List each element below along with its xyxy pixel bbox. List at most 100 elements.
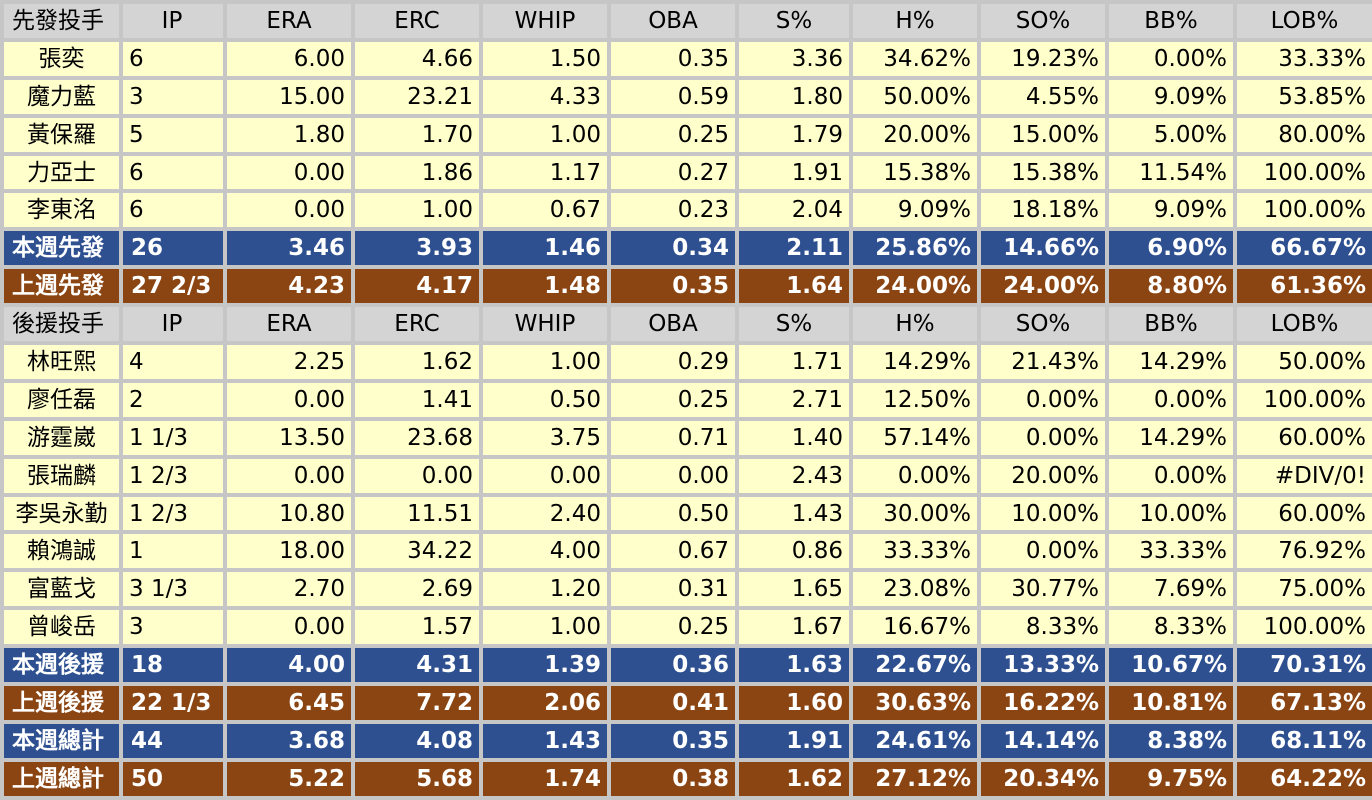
- cell-era: 0.00: [227, 193, 351, 228]
- cell-ip: 50: [123, 761, 223, 796]
- cell-h-pct: 12.50%: [853, 382, 977, 417]
- cell-h-pct: 9.09%: [853, 193, 977, 228]
- cell-era: 5.22: [227, 761, 351, 796]
- cell-s-pct: 0.86: [739, 534, 849, 569]
- cell-erc: 4.66: [355, 41, 479, 76]
- pitcher-name: 上週總計: [4, 761, 119, 796]
- cell-erc: 4.17: [355, 269, 479, 304]
- cell-so-pct: 20.34%: [981, 761, 1105, 796]
- cell-s-pct: 1.63: [739, 648, 849, 683]
- reliever-row: 富藍戈 3 1/3 2.70 2.69 1.20 0.31 1.65 23.08% 30.77%…: [4, 572, 1372, 607]
- column-header-whip: WHIP: [483, 307, 607, 342]
- cell-oba: 0.35: [611, 269, 735, 304]
- totals-last-week-row: 上週總計 50 5.22 5.68 1.74 0.38 1.62 27.12% 20.34% 9.…: [4, 761, 1372, 796]
- cell-s-pct: 1.64: [739, 269, 849, 304]
- cell-erc: 11.51: [355, 496, 479, 531]
- cell-bb-pct: 10.67%: [1109, 648, 1233, 683]
- cell-s-pct: 1.80: [739, 79, 849, 114]
- relievers-header-row: 後援投手 IP ERA ERC WHIP OBA S% H% SO% BB% LOB%: [4, 307, 1372, 342]
- cell-h-pct: 25.86%: [853, 231, 977, 266]
- column-header-erc: ERC: [355, 307, 479, 342]
- cell-s-pct: 1.71: [739, 345, 849, 379]
- cell-bb-pct: 33.33%: [1109, 534, 1233, 569]
- cell-lob-pct: 70.31%: [1237, 648, 1372, 683]
- cell-oba: 0.23: [611, 193, 735, 228]
- cell-era: 18.00: [227, 534, 351, 569]
- cell-so-pct: 21.43%: [981, 345, 1105, 379]
- cell-ip: 2: [123, 382, 223, 417]
- cell-whip: 1.00: [483, 117, 607, 152]
- cell-lob-pct: 80.00%: [1237, 117, 1372, 152]
- pitcher-name: 黃保羅: [4, 117, 119, 152]
- cell-erc: 34.22: [355, 534, 479, 569]
- cell-lob-pct: 60.00%: [1237, 420, 1372, 455]
- cell-lob-pct: 64.22%: [1237, 761, 1372, 796]
- cell-oba: 0.67: [611, 534, 735, 569]
- cell-ip: 22 1/3: [123, 686, 223, 720]
- cell-s-pct: 1.91: [739, 155, 849, 190]
- pitcher-name: 廖任磊: [4, 382, 119, 417]
- cell-oba: 0.31: [611, 572, 735, 607]
- pitcher-name: 游霆崴: [4, 420, 119, 455]
- cell-lob-pct: 100.00%: [1237, 382, 1372, 417]
- pitcher-name: 張瑞麟: [4, 458, 119, 493]
- cell-lob-pct: #DIV/0!: [1237, 458, 1372, 493]
- cell-s-pct: 3.36: [739, 41, 849, 76]
- cell-era: 10.80: [227, 496, 351, 531]
- cell-so-pct: 10.00%: [981, 496, 1105, 531]
- cell-oba: 0.34: [611, 231, 735, 266]
- cell-h-pct: 20.00%: [853, 117, 977, 152]
- cell-whip: 1.17: [483, 155, 607, 190]
- starters-this-week-row: 本週先發 26 3.46 3.93 1.46 0.34 2.11 25.86% 14.66% 6.…: [4, 231, 1372, 266]
- cell-h-pct: 33.33%: [853, 534, 977, 569]
- cell-era: 0.00: [227, 610, 351, 645]
- reliever-row: 李吳永勤 1 2/3 10.80 11.51 2.40 0.50 1.43 30.00% 10.…: [4, 496, 1372, 531]
- cell-h-pct: 30.63%: [853, 686, 977, 720]
- cell-s-pct: 1.91: [739, 723, 849, 758]
- cell-erc: 7.72: [355, 686, 479, 720]
- cell-ip: 1 1/3: [123, 420, 223, 455]
- pitcher-name: 李東洺: [4, 193, 119, 228]
- cell-so-pct: 15.38%: [981, 155, 1105, 190]
- cell-oba: 0.25: [611, 610, 735, 645]
- cell-so-pct: 16.22%: [981, 686, 1105, 720]
- cell-ip: 6: [123, 193, 223, 228]
- cell-whip: 1.48: [483, 269, 607, 304]
- cell-oba: 0.35: [611, 723, 735, 758]
- cell-ip: 1: [123, 534, 223, 569]
- cell-whip: 0.50: [483, 382, 607, 417]
- cell-h-pct: 24.61%: [853, 723, 977, 758]
- section-title: 後援投手: [4, 307, 119, 342]
- column-header-lob-pct: LOB%: [1237, 307, 1372, 342]
- cell-bb-pct: 0.00%: [1109, 41, 1233, 76]
- column-header-lob-pct: LOB%: [1237, 4, 1372, 38]
- cell-whip: 1.43: [483, 723, 607, 758]
- cell-lob-pct: 66.67%: [1237, 231, 1372, 266]
- cell-s-pct: 1.65: [739, 572, 849, 607]
- column-header-oba: OBA: [611, 307, 735, 342]
- cell-so-pct: 30.77%: [981, 572, 1105, 607]
- cell-whip: 1.00: [483, 345, 607, 379]
- cell-erc: 3.93: [355, 231, 479, 266]
- cell-bb-pct: 14.29%: [1109, 345, 1233, 379]
- starter-row: 黃保羅 5 1.80 1.70 1.00 0.25 1.79 20.00% 15.00% 5.00…: [4, 117, 1372, 152]
- pitcher-name: 本週後援: [4, 648, 119, 683]
- pitcher-name: 上週後援: [4, 686, 119, 720]
- cell-erc: 1.62: [355, 345, 479, 379]
- cell-whip: 0.67: [483, 193, 607, 228]
- cell-bb-pct: 14.29%: [1109, 420, 1233, 455]
- cell-h-pct: 24.00%: [853, 269, 977, 304]
- cell-era: 4.00: [227, 648, 351, 683]
- reliever-row: 廖任磊 2 0.00 1.41 0.50 0.25 2.71 12.50% 0.00% 0.00%…: [4, 382, 1372, 417]
- cell-erc: 1.86: [355, 155, 479, 190]
- cell-era: 2.25: [227, 345, 351, 379]
- starter-row: 魔力藍 3 15.00 23.21 4.33 0.59 1.80 50.00% 4.55% 9.0…: [4, 79, 1372, 114]
- cell-bb-pct: 6.90%: [1109, 231, 1233, 266]
- cell-s-pct: 1.43: [739, 496, 849, 531]
- column-header-h-pct: H%: [853, 307, 977, 342]
- cell-whip: 4.33: [483, 79, 607, 114]
- cell-oba: 0.35: [611, 41, 735, 76]
- cell-s-pct: 2.71: [739, 382, 849, 417]
- cell-lob-pct: 68.11%: [1237, 723, 1372, 758]
- cell-bb-pct: 11.54%: [1109, 155, 1233, 190]
